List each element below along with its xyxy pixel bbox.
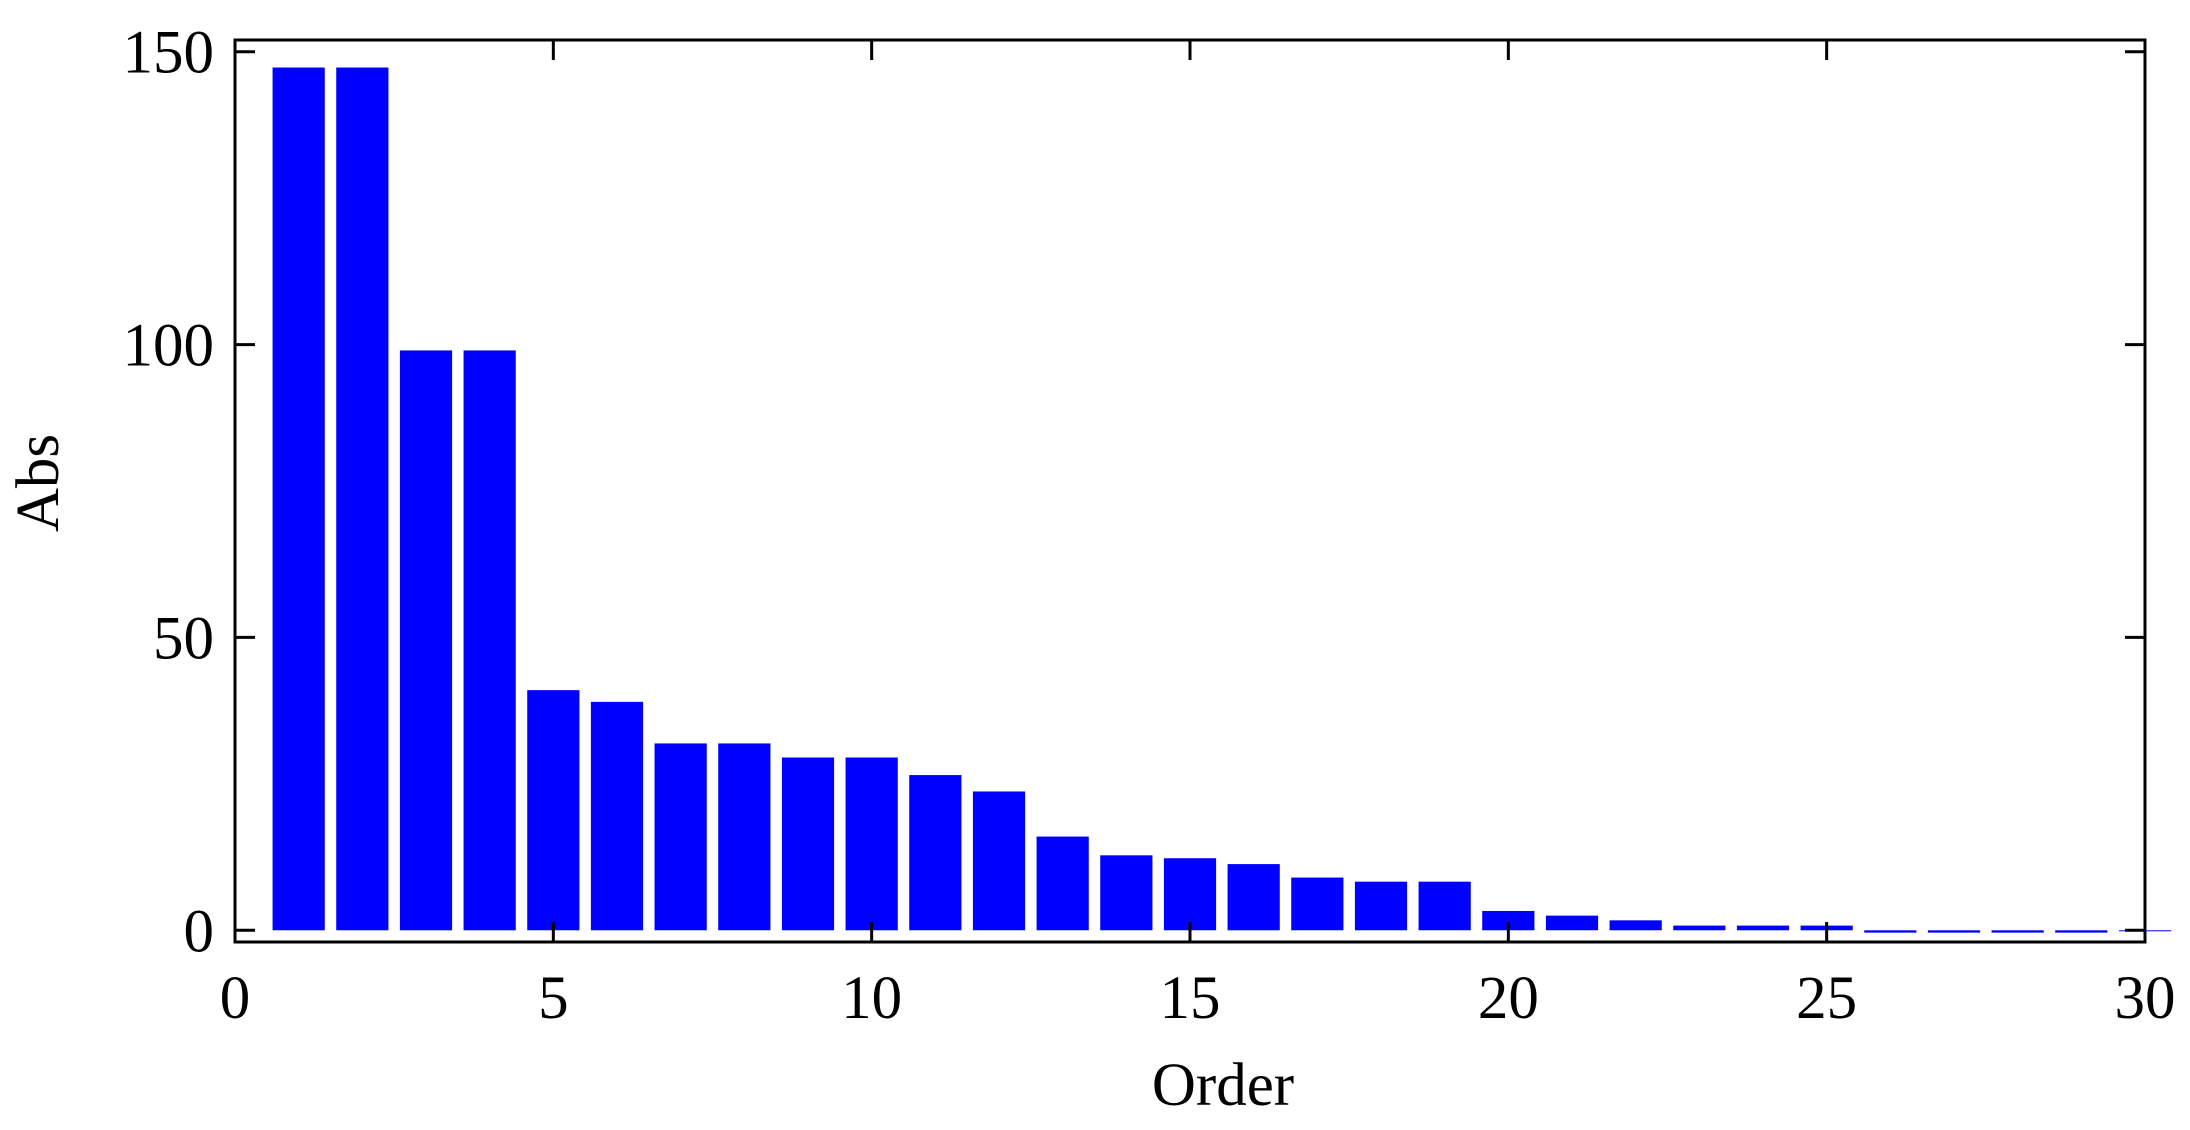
- x-tick-label: 0: [220, 965, 251, 1032]
- bar: [1991, 930, 2044, 933]
- bar: [1482, 910, 1535, 931]
- bar: [1291, 877, 1344, 931]
- y-tick-label: 100: [123, 313, 215, 380]
- ticks-layer: [233, 40, 2147, 942]
- bar: [1418, 881, 1471, 931]
- y-axis-title: Abs: [5, 434, 72, 532]
- bar: [909, 775, 962, 931]
- bar: [272, 67, 325, 931]
- bar: [336, 67, 389, 931]
- bars-layer: [272, 67, 2172, 933]
- y-tick-label: 150: [123, 20, 215, 87]
- bar: [1354, 881, 1408, 931]
- x-tick-label: 15: [1160, 965, 1221, 1032]
- bar: [399, 350, 453, 931]
- bar: [590, 701, 644, 931]
- plot-background: [235, 40, 2145, 942]
- x-axis-title: Order: [1152, 1052, 1294, 1119]
- bar: [718, 743, 771, 931]
- x-tick-label: 5: [538, 965, 569, 1032]
- bar: [1163, 858, 1217, 931]
- y-tick-label: 50: [153, 605, 214, 672]
- x-tick-label: 30: [2115, 965, 2176, 1032]
- bar: [527, 690, 580, 931]
- bar: [1864, 930, 1917, 933]
- bar: [1927, 930, 1981, 933]
- bar: [1227, 864, 1280, 931]
- bar: [845, 757, 898, 931]
- y-tick-label: 0: [184, 898, 215, 965]
- x-tick-label: 20: [1478, 965, 1539, 1032]
- bar: [781, 757, 835, 931]
- bar: [972, 791, 1026, 931]
- bar: [1100, 855, 1153, 931]
- x-tick-label: 10: [841, 965, 902, 1032]
- bar: [1673, 925, 1726, 931]
- bar: [1736, 925, 1790, 931]
- bar: [463, 350, 516, 931]
- bar: [1609, 920, 1662, 931]
- x-tick-label: 25: [1796, 965, 1857, 1032]
- bar: [1036, 836, 1089, 931]
- tick-labels-layer: 0 5 10 15 20 25 30 0 50 100 150: [123, 20, 2176, 1032]
- bar: [2055, 930, 2108, 933]
- bar: [654, 743, 707, 931]
- bar: [1545, 915, 1599, 931]
